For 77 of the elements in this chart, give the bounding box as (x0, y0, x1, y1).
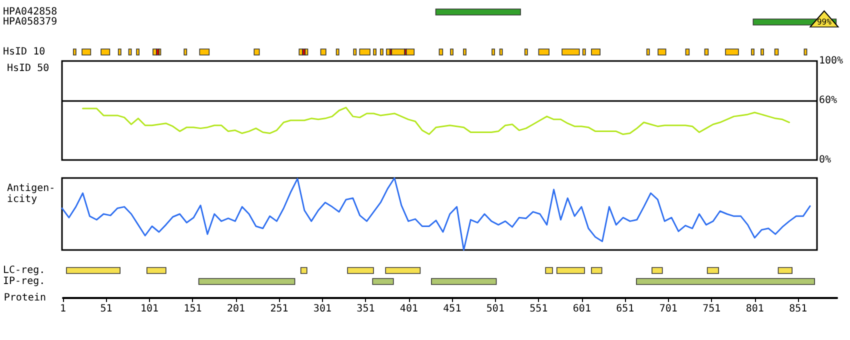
bar (556, 267, 585, 274)
bar (82, 48, 92, 56)
bar (438, 48, 444, 56)
y-tick-label: IP-reg. (3, 276, 46, 287)
bar (704, 48, 709, 56)
x-tick-label: 51 (100, 304, 112, 314)
y-tick-label: 60% (819, 95, 838, 106)
y-axis-title: Antigen- icity (7, 183, 56, 205)
y-tick-label: LC-reg. (3, 265, 46, 276)
bar (751, 48, 754, 56)
x-tick-label: 351 (356, 304, 375, 314)
x-tick-label: 251 (270, 304, 288, 314)
bar (254, 48, 260, 56)
bar (391, 48, 406, 56)
bar (72, 48, 76, 56)
bar (380, 48, 384, 56)
annotation: 99% (816, 18, 832, 26)
bar (302, 48, 306, 56)
bar (760, 48, 764, 56)
bar (804, 48, 808, 56)
y-axis-title: HsID 50 (7, 63, 50, 74)
x-tick-label: 101 (140, 304, 159, 314)
bar (562, 48, 580, 56)
bar (706, 267, 719, 274)
bar (435, 8, 521, 16)
x-tick-label: 151 (184, 304, 202, 314)
bar (320, 48, 326, 56)
bar (646, 48, 650, 56)
line-series (82, 106, 790, 136)
bar (406, 48, 415, 56)
x-axis-title: Protein (4, 292, 46, 304)
y-tick-label: HPA042858 (3, 6, 58, 18)
bar (774, 48, 779, 56)
bar (658, 48, 666, 56)
y-tick-label: HPA058379 (3, 16, 58, 28)
bar (184, 48, 188, 56)
bar (591, 48, 600, 56)
bar (373, 48, 376, 56)
x-tick-label: 201 (226, 304, 246, 314)
bar (118, 48, 122, 56)
bar (652, 267, 663, 274)
bar (353, 48, 357, 56)
x-tick-label: 1 (60, 304, 66, 314)
x-tick-label: 851 (789, 304, 808, 314)
y-tick-label: 0% (819, 154, 832, 166)
bar (199, 48, 210, 56)
bar (136, 48, 140, 56)
bar (499, 48, 503, 56)
bar (359, 48, 370, 56)
x-tick-label: 701 (659, 304, 678, 314)
x-tick-label: 751 (702, 304, 721, 314)
x-tick-label: 801 (746, 304, 764, 314)
bar (778, 267, 792, 274)
bar (463, 48, 466, 56)
x-tick-label: 451 (443, 304, 462, 314)
bar (524, 48, 528, 56)
x-tick-label: 551 (530, 304, 548, 314)
x-tick-label: 651 (616, 304, 634, 314)
bar (492, 48, 495, 56)
bar (336, 48, 340, 56)
bar (591, 267, 602, 274)
bar (128, 48, 132, 56)
bar (582, 48, 586, 56)
bar (385, 267, 421, 274)
bar (450, 48, 454, 56)
y-tick-label: 100% (819, 56, 844, 66)
bar (304, 48, 308, 56)
x-tick-label: 301 (313, 304, 332, 314)
bar (725, 48, 739, 56)
bar (545, 267, 553, 274)
bar (100, 48, 110, 56)
x-tick-label: 501 (486, 304, 504, 314)
bar (538, 48, 550, 56)
x-tick-label: 601 (572, 304, 591, 314)
bar (685, 48, 690, 56)
y-tick-label: HsID 10 (3, 46, 46, 58)
x-tick-label: 401 (400, 304, 418, 314)
